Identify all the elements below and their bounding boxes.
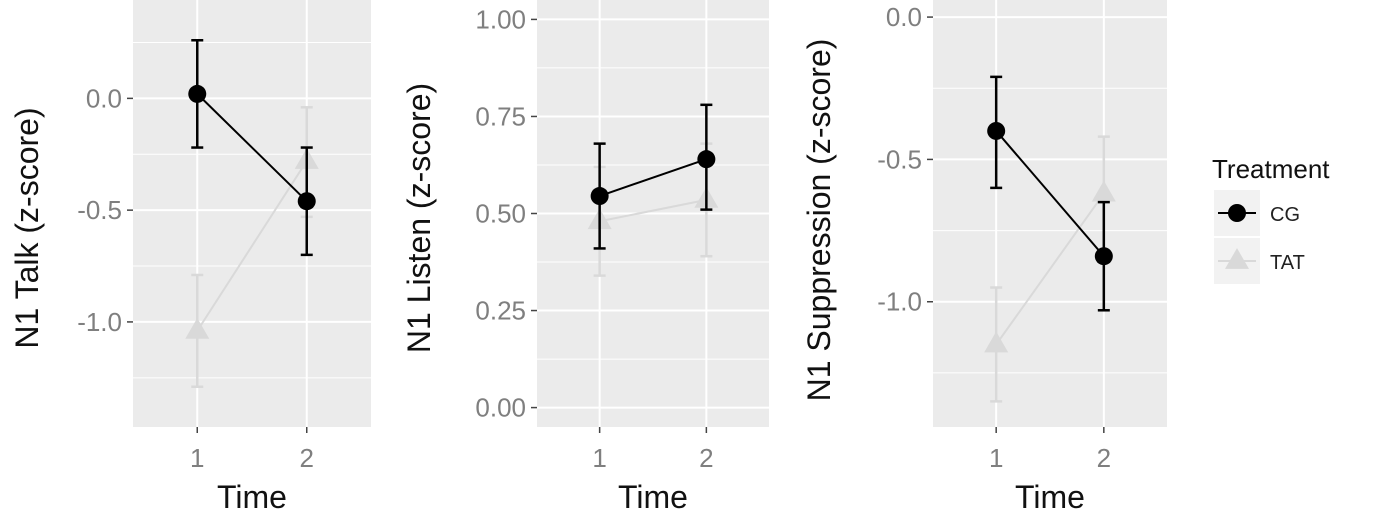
y-tick-label: -1.0	[77, 307, 122, 337]
panel-3: 0.0 -0.5 -1.0 1 2 Time N1 Suppression (z-score…	[801, 0, 1167, 515]
legend-title: Treatment	[1212, 154, 1330, 184]
panel-background	[933, 0, 1167, 427]
y-tick-label: 0.00	[475, 393, 526, 423]
series-line	[995, 130, 1105, 257]
y-tick-label: 0.25	[475, 296, 526, 326]
x-axis-title: Time	[618, 479, 688, 515]
x-tick-label: 1	[592, 443, 606, 473]
series-line	[599, 158, 707, 197]
series-line	[995, 192, 1105, 346]
y-axis-title: N1 Talk (z-score)	[9, 107, 45, 348]
data-point-cg	[987, 121, 1006, 140]
x-tick-label: 1	[989, 443, 1003, 473]
legend-label: TAT	[1270, 252, 1305, 274]
x-tick-label: 1	[190, 443, 204, 473]
series-cg	[987, 75, 1113, 312]
panel-background	[133, 0, 371, 427]
series-line	[599, 198, 707, 223]
data-point-cg	[1094, 247, 1113, 266]
legend-item-cg: CG	[1214, 190, 1300, 236]
data-point-cg	[697, 150, 716, 169]
y-axis-title: N1 Suppression (z-score)	[801, 39, 837, 402]
x-tick-label: 2	[300, 443, 314, 473]
y-tick-label: 0.75	[475, 101, 526, 131]
x-axis-title: Time	[217, 479, 287, 515]
series-cg	[590, 103, 716, 250]
y-tick-label: -0.5	[877, 144, 922, 174]
legend-key-circle	[1228, 204, 1246, 222]
x-tick-label: 2	[699, 443, 713, 473]
legend-item-tat: TAT	[1214, 238, 1305, 284]
data-point-cg	[590, 187, 609, 206]
data-point-tat	[185, 317, 210, 339]
y-tick-label: 0.0	[86, 83, 122, 113]
y-tick-label: -1.0	[877, 287, 922, 317]
panel-1: 0.0 -0.5 -1.0 1 2 Time N1 Talk (z-score)	[9, 0, 371, 515]
data-point-cg	[188, 84, 207, 103]
legend: Treatment CG TAT	[1212, 154, 1330, 284]
x-axis-title: Time	[1015, 479, 1085, 515]
data-point-tat	[1091, 180, 1116, 202]
legend-label: CG	[1270, 204, 1300, 226]
x-tick-label: 2	[1097, 443, 1111, 473]
data-point-cg	[297, 192, 316, 211]
panel-2: 1.00 0.75 0.50 0.25 0.00 1 2 Time N1 Listen (z-s…	[401, 0, 769, 515]
series-line	[196, 160, 308, 332]
y-tick-label: -0.5	[77, 195, 122, 225]
y-tick-label: 0.0	[886, 2, 922, 32]
series-cg	[188, 38, 316, 257]
legend-key-triangle	[1225, 248, 1249, 269]
data-point-tat	[984, 331, 1009, 353]
y-tick-label: 1.00	[475, 4, 526, 34]
y-axis-title: N1 Listen (z-score)	[401, 83, 437, 353]
series-line	[196, 93, 308, 202]
y-tick-label: 0.50	[475, 199, 526, 229]
